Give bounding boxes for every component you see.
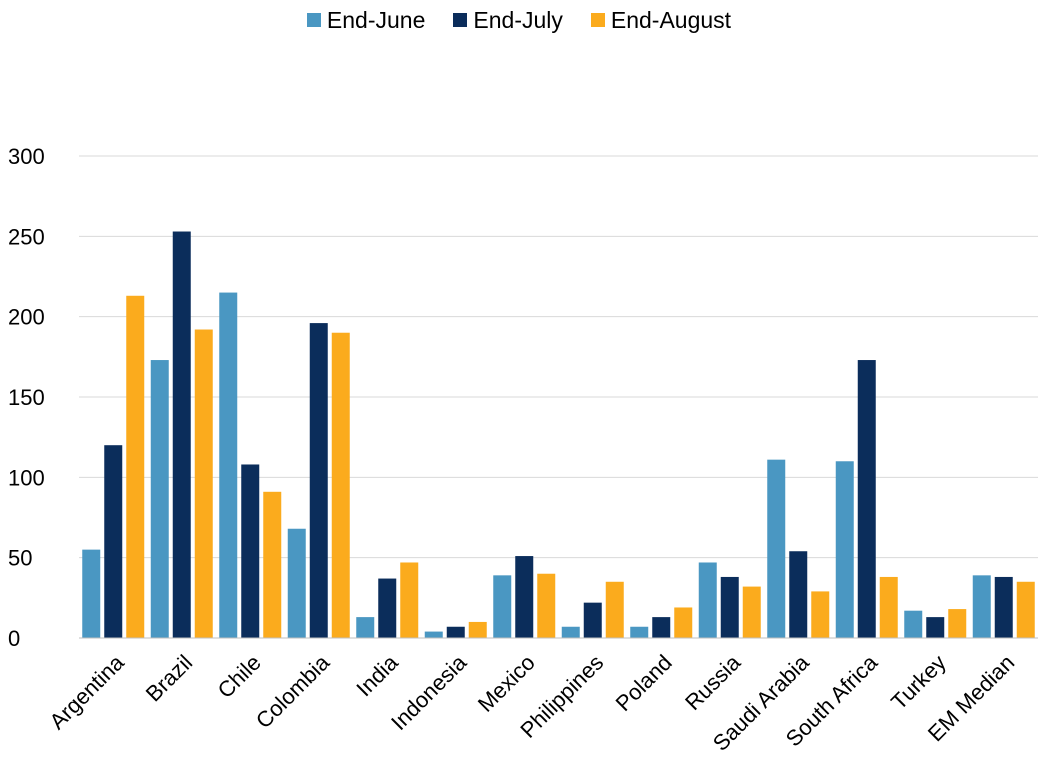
y-tick-label: 100: [8, 465, 45, 490]
bar: [698, 562, 717, 638]
bar: [652, 617, 671, 638]
legend-label-end-june: End-June: [326, 6, 426, 33]
bar: [948, 609, 967, 638]
x-tick-label: India: [351, 649, 403, 701]
legend-item-end-august: End-August: [590, 6, 732, 34]
bar: [583, 602, 602, 638]
y-tick-label: 300: [8, 144, 45, 169]
bar: [263, 491, 282, 638]
chart-legend: End-June End-July End-August: [0, 4, 1038, 36]
bar: [400, 562, 419, 638]
bar: [126, 295, 145, 638]
legend-swatch-end-july: [453, 13, 468, 27]
bar: [378, 578, 397, 638]
legend-label-end-august: End-August: [610, 6, 732, 33]
y-tick-label: 0: [8, 626, 20, 651]
x-tick-label: Poland: [611, 650, 677, 716]
bar: [172, 231, 191, 638]
bar: [674, 607, 693, 638]
bar: [446, 626, 465, 638]
x-tick-label: Colombia: [251, 649, 335, 733]
bar: [857, 360, 876, 638]
x-tick-label: Chile: [213, 650, 266, 703]
x-tick-label: Russia: [680, 649, 746, 715]
y-tick-label: 200: [8, 305, 45, 330]
bar: [879, 576, 898, 638]
bar: [630, 626, 649, 638]
legend-swatch-end-june: [306, 13, 321, 27]
bar: [424, 631, 443, 638]
bar: [356, 617, 375, 638]
legend-swatch-end-august: [590, 13, 605, 27]
bar: [605, 581, 624, 638]
bar: [720, 576, 739, 638]
x-tick-label: Indonesia: [386, 649, 472, 735]
bar: [493, 575, 512, 638]
bar: [194, 329, 213, 638]
bar: [789, 551, 808, 638]
bar: [150, 360, 169, 638]
bar: [767, 459, 786, 638]
bar: [104, 445, 123, 638]
bar: [811, 591, 830, 638]
bar: [241, 464, 260, 638]
bar: [1016, 581, 1035, 638]
bar: [515, 556, 534, 638]
bar: [926, 617, 945, 638]
legend-item-end-july: End-July: [453, 6, 563, 34]
x-tick-label: Argentina: [45, 649, 130, 734]
bar: [331, 332, 350, 638]
bar: [309, 323, 328, 638]
legend-label-end-july: End-July: [473, 6, 563, 33]
bar: [835, 461, 854, 638]
bar: [468, 621, 487, 638]
bar: [82, 549, 101, 638]
y-tick-label: 250: [8, 224, 45, 249]
x-tick-label: Brazil: [141, 650, 198, 707]
legend-item-end-june: End-June: [306, 6, 426, 34]
bar: [287, 528, 306, 638]
bar: [537, 573, 556, 638]
bar: [561, 626, 580, 638]
y-tick-label: 150: [8, 385, 45, 410]
bar: [219, 292, 238, 638]
bar: [972, 575, 991, 638]
bar: [742, 586, 761, 638]
y-tick-label: 50: [8, 546, 32, 571]
bar: [904, 610, 923, 638]
bar: [994, 576, 1013, 638]
x-tick-label: Mexico: [473, 650, 540, 717]
x-tick-label: Turkey: [886, 650, 951, 715]
